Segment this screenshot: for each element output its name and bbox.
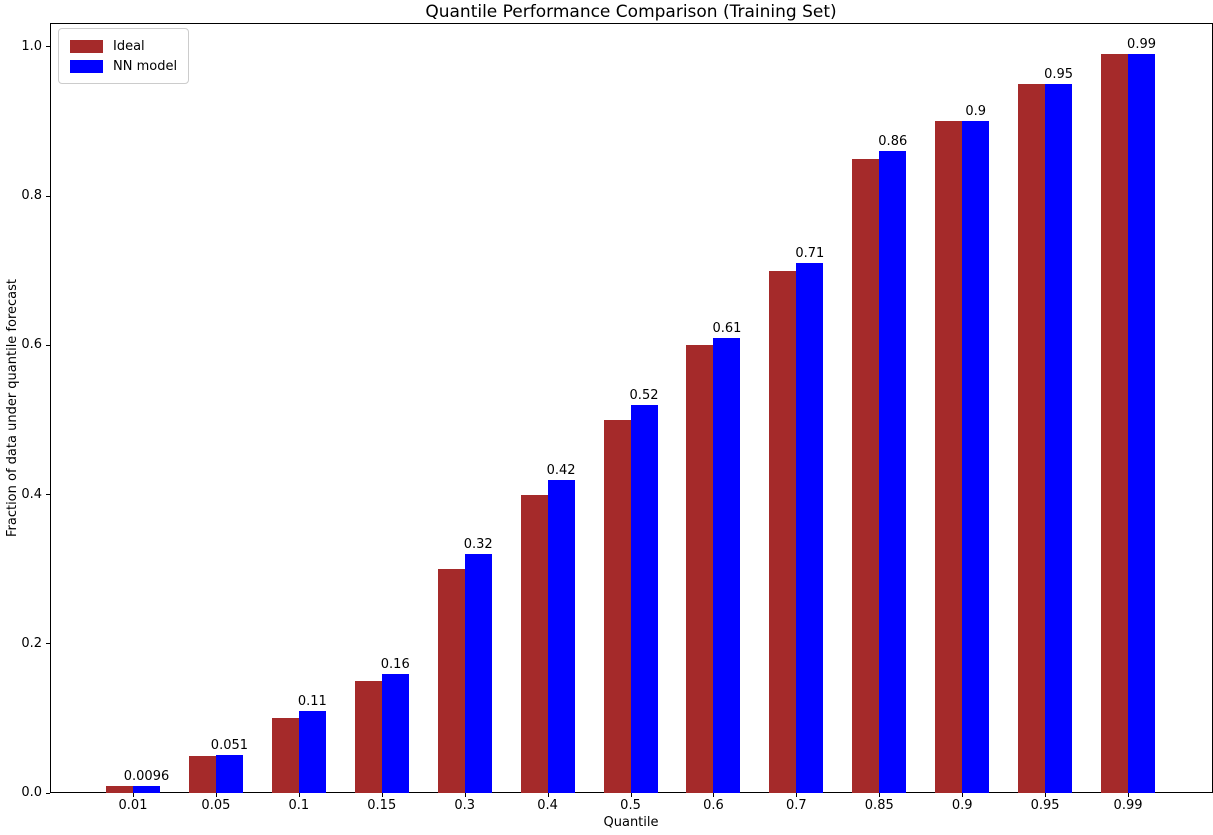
x-tick-label: 0.3	[454, 798, 476, 813]
x-tick-label: 0.85	[864, 798, 894, 813]
x-tick-mark	[381, 793, 383, 797]
chart-title: Quantile Performance Comparison (Trainin…	[425, 2, 837, 22]
bar-ideal	[271, 718, 299, 793]
x-tick-mark	[547, 793, 549, 797]
bar-nn-model	[547, 479, 575, 793]
bar-value-label: 0.61	[712, 320, 742, 336]
legend: Ideal NN model	[58, 28, 190, 84]
bar-nn-model	[796, 263, 824, 793]
bar-value-label: 0.9	[965, 104, 987, 120]
x-tick-mark	[879, 793, 881, 797]
x-tick-label: 0.95	[1030, 798, 1060, 813]
x-tick-label: 0.7	[786, 798, 807, 813]
bar-value-label: 0.86	[878, 134, 908, 150]
x-tick-label: 0.9	[951, 798, 973, 813]
bar-ideal	[106, 785, 133, 793]
x-tick-label: 0.05	[201, 798, 231, 813]
bar-nn-model	[1045, 84, 1073, 793]
x-tick-label: 0.99	[1113, 798, 1143, 813]
x-tick-mark	[1128, 793, 1130, 797]
bar-ideal	[520, 494, 548, 793]
bar-nn-model	[381, 673, 409, 793]
y-tick-mark	[46, 643, 50, 645]
bar-ideal	[935, 121, 963, 793]
y-tick-label: 0.2	[21, 635, 42, 651]
bar-nn-model	[630, 405, 658, 793]
x-tick-mark	[962, 793, 964, 797]
legend-label: NN model	[113, 58, 178, 74]
x-tick-label: 0.5	[620, 798, 641, 813]
bar-nn-model	[133, 785, 160, 793]
legend-swatch-nn-model	[70, 59, 103, 73]
x-tick-mark	[215, 793, 217, 797]
bar-value-label: 0.11	[297, 693, 327, 709]
legend-swatch-ideal	[70, 39, 103, 53]
x-tick-mark	[796, 793, 798, 797]
x-tick-label: 0.01	[118, 798, 148, 813]
bar-ideal	[852, 158, 880, 793]
y-tick-label: 0.0	[21, 785, 42, 800]
bar-value-label: 0.16	[380, 656, 410, 672]
bar-nn-model	[962, 121, 990, 793]
legend-row: NN model	[70, 56, 177, 76]
x-tick-mark	[630, 793, 632, 797]
y-tick-mark	[46, 792, 50, 794]
bar-ideal	[769, 270, 797, 793]
bar-ideal	[354, 681, 382, 793]
bar-ideal	[603, 419, 631, 793]
bar-value-label: 0.71	[795, 246, 825, 262]
y-tick-mark	[46, 46, 50, 48]
x-axis-label: Quantile	[603, 815, 659, 830]
bar-nn-model	[713, 337, 741, 793]
legend-row: Ideal	[70, 36, 177, 56]
y-tick-mark	[46, 344, 50, 346]
y-tick-label: 0.4	[21, 486, 42, 502]
bar-value-label: 0.52	[629, 388, 659, 403]
bar-nn-model	[879, 151, 907, 793]
x-tick-mark	[713, 793, 715, 797]
x-tick-mark	[1045, 793, 1047, 797]
y-tick-mark	[46, 494, 50, 496]
bar-value-label: 0.42	[546, 462, 576, 478]
bar-ideal	[437, 569, 465, 793]
y-tick-label: 0.6	[21, 337, 42, 353]
bar-value-label: 0.0096	[123, 768, 170, 784]
x-tick-label: 0.1	[288, 798, 310, 813]
y-tick-label: 1.0	[21, 38, 42, 54]
x-tick-label: 0.15	[367, 798, 397, 813]
bar-value-label: 0.32	[463, 537, 493, 553]
x-tick-mark	[464, 793, 466, 797]
bar-ideal	[188, 755, 216, 793]
x-tick-label: 0.6	[703, 798, 724, 813]
y-tick-mark	[46, 195, 50, 197]
bar-value-label: 0.99	[1127, 37, 1157, 53]
x-tick-mark	[133, 793, 134, 797]
bar-ideal	[1101, 54, 1129, 793]
bar-nn-model	[298, 710, 326, 793]
legend-label: Ideal	[113, 38, 145, 54]
bar-nn-model	[215, 754, 243, 793]
bar-nn-model	[1128, 54, 1156, 793]
bar-ideal	[686, 345, 714, 793]
y-tick-label: 0.8	[21, 188, 42, 204]
x-tick-label: 0.4	[537, 798, 558, 813]
bar-value-label: 0.051	[210, 737, 249, 753]
bar-value-label: 0.95	[1044, 67, 1074, 83]
bar-ideal	[1018, 84, 1046, 793]
x-tick-mark	[298, 793, 300, 797]
bar-nn-model	[464, 554, 492, 793]
